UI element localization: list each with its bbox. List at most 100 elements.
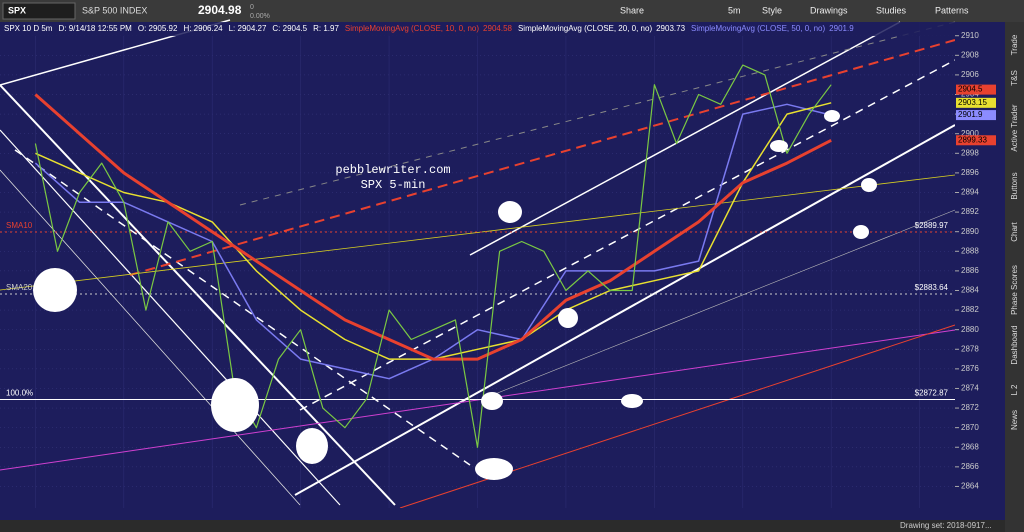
level-name: 100.0% [6,389,33,398]
y-tick-label: 2886 [961,266,979,275]
symbol[interactable]: SPX [8,5,26,15]
symbol-box[interactable] [2,2,76,20]
y-tick-label: 2888 [961,246,979,255]
y-tick-label: 2900 [961,129,979,138]
y-tick-label: 2878 [961,344,979,353]
markers [33,110,877,480]
sidebar-tab[interactable]: News [1010,410,1019,430]
sidebar-tabs: Trade T&S Active Trader Buttons Chart Phase S… [1010,34,1019,430]
trendline [0,84,396,506]
trendline [479,209,956,401]
y-tick-label: 2906 [961,70,979,79]
toolbar-button[interactable]: Patterns [935,5,969,15]
sidebar-tab[interactable]: Chart [1010,221,1019,241]
status-bar [0,520,1005,532]
y-tick-label: 2882 [961,305,979,314]
y-tick-label: 2908 [961,50,979,59]
channel-upper [469,21,901,256]
level-price: $2872.87 [915,389,949,398]
study-label: SimpleMovingAvg (CLOSE, 50, 0, no) [691,24,825,33]
grid [0,22,955,508]
marker [498,201,522,223]
legend-close: C: 2904.5 [272,24,307,33]
price-line [34,64,832,448]
trendline [0,169,301,506]
y-tick-label: 2880 [961,325,979,334]
legend-range: R: 1.97 [313,24,339,33]
channel-mid [299,59,956,411]
marker [861,178,877,192]
y-tick-label: 2872 [961,403,979,412]
last-price: 2904.98 [198,3,242,17]
series: SMA10 $2889.97 SMA20 $2883.64 100.0% $2872.87 [0,64,955,448]
channel-lower [294,124,956,496]
sidebar-tab[interactable]: Dashboard [1010,325,1019,364]
marker [475,458,513,480]
marker [296,428,328,464]
level-price: $2883.64 [915,283,949,292]
time-axis [0,508,1005,520]
annotation: SPX 5-min [361,178,426,192]
change-pct: 0.00% [250,13,270,20]
study-value: 2904.58 [483,24,512,33]
price-tag-label: 2904.5 [958,85,983,94]
trendline [0,174,956,291]
study-value: 2901.9 [829,24,854,33]
marker [481,392,503,410]
trendlines [0,19,956,509]
y-tick-label: 2870 [961,423,979,432]
sidebar-tab[interactable]: Active Trader [1010,104,1019,151]
marker [211,378,259,432]
y-tick-label: 2884 [961,286,979,295]
trendline [0,129,341,506]
marker [558,308,578,328]
y-tick-label: 2876 [961,364,979,373]
sidebar-tab[interactable]: Phase Scores [1010,265,1019,315]
marker [770,140,788,152]
description: S&P 500 INDEX [82,5,147,15]
price-tag [956,135,996,146]
price-tag [956,110,996,121]
y-tick-label: 2910 [961,31,979,40]
y-tick-label: 2894 [961,188,979,197]
y-tick-label: 2890 [961,227,979,236]
y-tick-label: 2898 [961,148,979,157]
toolbar-button[interactable]: 5m [728,5,741,15]
drawing-set[interactable]: Drawing set: 2018-0917... [900,521,992,530]
sidebar-tab[interactable]: Trade [1010,34,1019,55]
price-tag-label: 2901.9 [958,110,983,119]
legend-date: D: 9/14/18 12:55 PM [58,24,132,33]
price-tag [956,97,996,108]
toolbar-button[interactable]: Studies [876,5,907,15]
level-name: SMA20 [6,283,33,292]
marker [33,268,77,312]
toolbar-button[interactable]: Drawings [810,5,848,15]
price-tag-label: 2903.15 [958,98,987,107]
price-tag-label: 2899.33 [958,135,987,144]
moving-average [34,93,832,361]
legend: SPX 10 D 5m D: 9/14/18 12:55 PM O: 2905.92… [4,24,854,33]
y-tick-label: 2866 [961,462,979,471]
marker [824,110,840,122]
y-tick-label: 2896 [961,168,979,177]
study-value: 2903.73 [656,24,685,33]
legend-high: H: 2906.24 [183,24,223,33]
legend-symbol: SPX 10 D 5m [4,24,53,33]
y-tick-label: 2892 [961,207,979,216]
sidebar-tab[interactable]: L 2 [1010,384,1019,395]
legend-bg [0,22,955,36]
price-tag [956,84,996,95]
toolbar-button[interactable]: Share [620,5,644,15]
sidebar-tab[interactable]: T&S [1010,70,1019,86]
level-price: $2889.97 [915,221,949,230]
annotation: pebblewriter.com [335,163,450,177]
y-tick-label: 2874 [961,384,979,393]
level-name: SMA10 [6,221,33,230]
sidebar [1005,22,1024,532]
legend-low: L: 2904.27 [229,24,267,33]
y-tick-label: 2868 [961,442,979,451]
y-tick-label: 2864 [961,482,979,491]
sidebar-tab[interactable]: Buttons [1010,172,1019,199]
toolbar-button[interactable]: Style [762,5,782,15]
